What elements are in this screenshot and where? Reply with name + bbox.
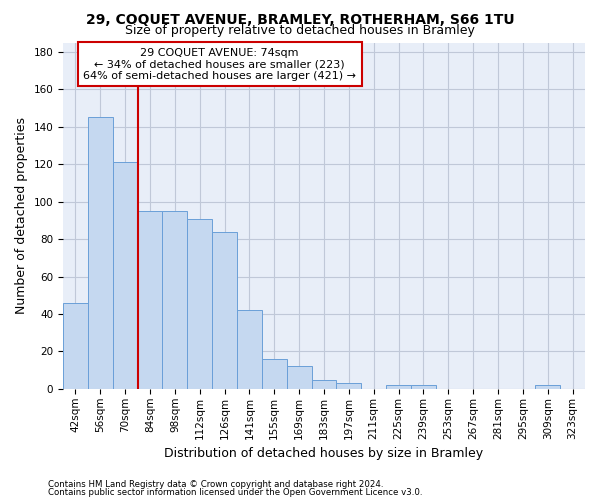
Bar [63,303,88,389]
Text: 29, COQUET AVENUE, BRAMLEY, ROTHERHAM, S66 1TU: 29, COQUET AVENUE, BRAMLEY, ROTHERHAM, S… [86,12,514,26]
Bar [411,385,436,389]
Bar [311,380,337,389]
Bar [113,162,137,389]
Bar [535,385,560,389]
Text: 29 COQUET AVENUE: 74sqm
← 34% of detached houses are smaller (223)
64% of semi-d: 29 COQUET AVENUE: 74sqm ← 34% of detache… [83,48,356,81]
Y-axis label: Number of detached properties: Number of detached properties [15,117,28,314]
Bar [386,385,411,389]
Bar [88,118,113,389]
Text: Contains HM Land Registry data © Crown copyright and database right 2024.: Contains HM Land Registry data © Crown c… [48,480,383,489]
Bar [262,359,287,389]
Bar [137,211,163,389]
Bar [163,211,187,389]
Bar [237,310,262,389]
Bar [337,384,361,389]
Bar [212,232,237,389]
Text: Size of property relative to detached houses in Bramley: Size of property relative to detached ho… [125,24,475,37]
Bar [187,218,212,389]
Bar [287,366,311,389]
X-axis label: Distribution of detached houses by size in Bramley: Distribution of detached houses by size … [164,447,484,460]
Text: Contains public sector information licensed under the Open Government Licence v3: Contains public sector information licen… [48,488,422,497]
